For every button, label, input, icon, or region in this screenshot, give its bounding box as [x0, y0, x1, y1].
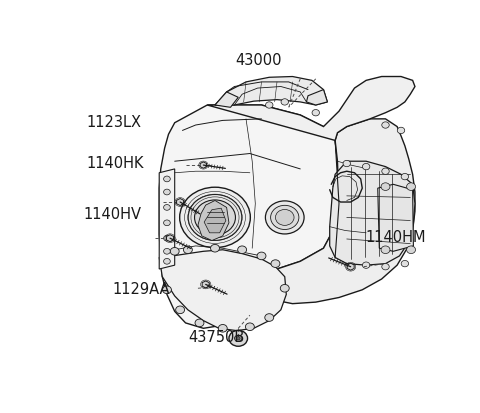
Circle shape — [229, 330, 248, 346]
Polygon shape — [215, 76, 327, 105]
Text: 1129AA: 1129AA — [113, 282, 170, 297]
Circle shape — [401, 173, 408, 180]
Circle shape — [382, 263, 389, 270]
Text: 1140HV: 1140HV — [83, 207, 141, 222]
Polygon shape — [378, 184, 413, 251]
Circle shape — [170, 247, 179, 255]
Polygon shape — [202, 281, 209, 288]
Polygon shape — [207, 76, 415, 140]
Circle shape — [276, 209, 294, 225]
Polygon shape — [159, 169, 175, 269]
Circle shape — [397, 127, 405, 133]
Circle shape — [176, 306, 185, 313]
Circle shape — [180, 187, 251, 248]
Polygon shape — [159, 250, 286, 331]
Circle shape — [280, 285, 289, 292]
Circle shape — [265, 201, 304, 234]
Circle shape — [163, 286, 171, 294]
Circle shape — [245, 323, 254, 330]
Circle shape — [194, 200, 236, 235]
Circle shape — [235, 335, 242, 342]
Circle shape — [312, 109, 320, 116]
Text: 1140HM: 1140HM — [365, 230, 426, 245]
Text: 43750B: 43750B — [188, 330, 244, 345]
Polygon shape — [167, 235, 174, 242]
Circle shape — [407, 246, 416, 254]
Circle shape — [164, 235, 170, 241]
Circle shape — [271, 260, 280, 268]
Circle shape — [257, 252, 266, 260]
Polygon shape — [347, 263, 354, 270]
Text: 43000: 43000 — [236, 53, 282, 68]
Polygon shape — [198, 200, 229, 240]
Circle shape — [362, 164, 370, 170]
Circle shape — [401, 261, 408, 267]
Circle shape — [382, 122, 389, 128]
Circle shape — [164, 176, 170, 182]
Circle shape — [183, 246, 192, 254]
Circle shape — [236, 337, 240, 340]
Circle shape — [238, 246, 247, 254]
Circle shape — [265, 102, 273, 108]
Circle shape — [281, 99, 288, 105]
Polygon shape — [204, 208, 226, 233]
Circle shape — [164, 220, 170, 225]
Circle shape — [195, 319, 204, 327]
Text: 1140HK: 1140HK — [87, 156, 144, 171]
Circle shape — [164, 204, 170, 210]
Polygon shape — [215, 92, 238, 107]
Circle shape — [343, 160, 350, 167]
Circle shape — [362, 262, 370, 268]
Polygon shape — [330, 161, 415, 265]
Polygon shape — [200, 162, 206, 168]
Circle shape — [188, 195, 242, 240]
Circle shape — [211, 244, 219, 252]
Circle shape — [381, 246, 390, 254]
Circle shape — [164, 189, 170, 195]
Circle shape — [381, 183, 390, 190]
Text: 1123LX: 1123LX — [87, 115, 142, 130]
Circle shape — [164, 249, 170, 254]
Polygon shape — [159, 105, 339, 328]
Polygon shape — [177, 199, 184, 206]
Circle shape — [164, 259, 170, 264]
Circle shape — [271, 205, 299, 230]
Polygon shape — [258, 119, 415, 304]
Circle shape — [382, 168, 389, 174]
Circle shape — [407, 183, 416, 190]
Circle shape — [218, 325, 227, 332]
Circle shape — [265, 314, 274, 321]
Polygon shape — [306, 90, 327, 105]
